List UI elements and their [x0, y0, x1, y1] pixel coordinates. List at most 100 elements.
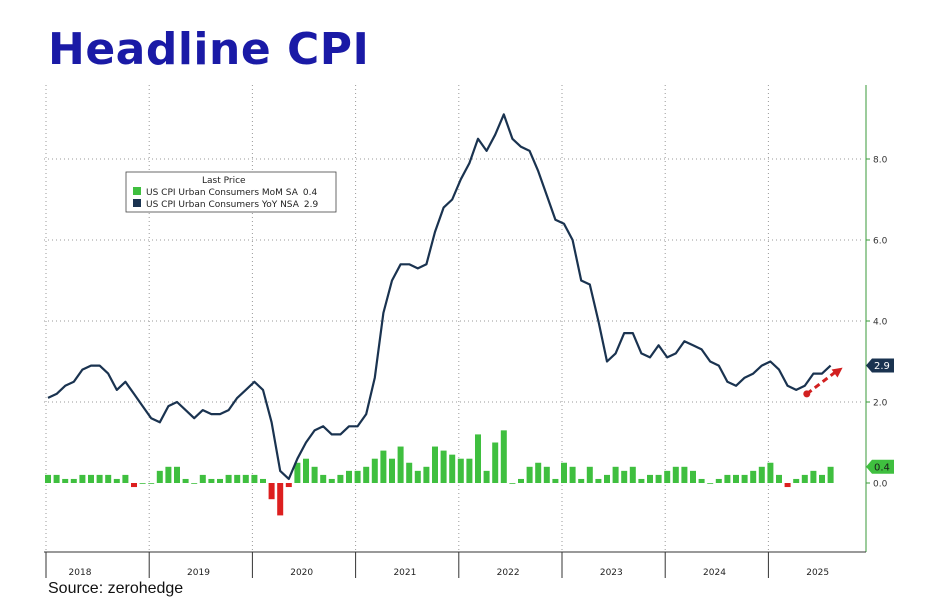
mom-bar: [260, 478, 266, 483]
mom-bar: [363, 466, 370, 483]
right-axis-ticks: 8.0 6.0 4.0 2.0 0.0: [866, 156, 888, 490]
mom-bar: [397, 446, 404, 483]
mom-bar: [70, 478, 77, 483]
x-tick-label: 2020: [290, 568, 313, 578]
y-tick-label: 6.0: [873, 237, 888, 247]
mom-bar: [561, 462, 567, 483]
mom-bar: [801, 474, 808, 483]
mom-bar: [449, 454, 456, 483]
mom-bar: [535, 462, 542, 483]
mom-bar: [690, 470, 696, 483]
mom-bar: [139, 483, 146, 484]
mom-bar: [423, 466, 430, 483]
x-tick-label: 2023: [600, 568, 623, 578]
mom-bar: [277, 483, 284, 516]
mom-bar: [810, 470, 817, 483]
mom-bar: [174, 466, 180, 483]
legend-swatch-mom: [133, 187, 141, 195]
mom-bar: [380, 450, 387, 483]
mom-bars: [45, 430, 834, 516]
mom-bar: [354, 470, 361, 483]
mom-bar: [182, 478, 189, 483]
mom-bar: [62, 478, 69, 483]
x-axis-labels: 2018 2019 2020 2021 2022 2023 2024 2025: [45, 552, 829, 578]
mom-last-badge-text: 0.4: [874, 462, 890, 473]
mom-bar: [406, 462, 413, 483]
mom-bar: [457, 458, 464, 483]
yoy-last-badge: 2.9: [866, 358, 894, 373]
mom-bar: [148, 483, 155, 484]
mom-bar: [733, 474, 739, 483]
mom-bar: [311, 466, 318, 483]
y-tick-label: 0.0: [873, 480, 888, 490]
x-tick-label: 2021: [393, 568, 416, 578]
mom-bar: [88, 474, 94, 483]
x-tick-label: 2025: [806, 568, 829, 578]
mom-bar: [346, 470, 352, 483]
mom-bar: [440, 450, 447, 483]
mom-bar: [475, 434, 481, 483]
mom-bar: [664, 470, 671, 483]
legend-swatch-yoy: [133, 199, 141, 207]
mom-bar: [131, 483, 137, 488]
mom-bar: [827, 466, 834, 483]
mom-bar: [707, 483, 714, 484]
mom-bar: [371, 458, 378, 483]
mom-bar: [466, 458, 473, 483]
mom-bar: [595, 478, 602, 483]
mom-bar: [500, 430, 507, 483]
mom-bar: [79, 474, 86, 483]
mom-bar: [698, 478, 705, 483]
mom-bar: [242, 474, 249, 483]
x-tick-label: 2022: [497, 568, 520, 578]
mom-bar: [672, 466, 679, 483]
legend-label-mom: US CPI Urban Consumers MoM SA 0.4: [146, 188, 317, 198]
mom-bar: [604, 474, 610, 483]
mom-bar: [647, 474, 653, 483]
mom-bar: [724, 474, 731, 483]
mom-bar: [518, 478, 524, 483]
mom-bar: [156, 470, 163, 483]
x-tick-label: 2019: [187, 568, 210, 578]
x-tick-label: 2024: [703, 568, 726, 578]
mom-bar: [432, 446, 438, 483]
legend-header: Last Price: [202, 176, 246, 186]
mom-bar: [122, 474, 129, 483]
mom-bar: [750, 470, 757, 483]
mom-bar: [234, 474, 241, 483]
mom-bar: [621, 470, 628, 483]
grid-lines: [44, 85, 862, 552]
mom-bar: [569, 466, 576, 483]
mom-bar: [251, 474, 258, 483]
y-tick-label: 4.0: [873, 318, 888, 328]
trend-arrow-annotation: [803, 367, 843, 398]
mom-bar: [509, 483, 516, 484]
mom-bar: [96, 474, 103, 483]
page-title: Headline CPI: [48, 24, 370, 75]
mom-bar: [294, 462, 301, 483]
mom-bar: [793, 478, 800, 483]
mom-bar: [320, 474, 327, 483]
yoy-series-line: [47, 113, 832, 480]
mom-bar: [758, 466, 765, 483]
mom-bar: [165, 466, 172, 483]
mom-bar: [681, 466, 688, 483]
mom-bar: [543, 466, 550, 483]
source-note: Source: zerohedge: [48, 580, 184, 597]
mom-bar: [113, 478, 120, 483]
mom-bar: [217, 478, 223, 483]
mom-bar: [526, 466, 533, 483]
mom-bar: [715, 478, 722, 483]
mom-bar: [225, 474, 232, 483]
mom-bar: [741, 474, 748, 483]
mom-bar: [483, 470, 490, 483]
mom-bar: [638, 478, 645, 483]
mom-bar: [191, 483, 198, 484]
mom-bar: [45, 474, 51, 483]
mom-bar: [819, 474, 825, 483]
legend: Last Price US CPI Urban Consumers MoM SA…: [125, 171, 337, 213]
mom-bar: [655, 474, 662, 483]
mom-bar: [303, 458, 309, 483]
y-tick-label: 2.0: [873, 399, 888, 409]
mom-bar: [776, 474, 782, 483]
